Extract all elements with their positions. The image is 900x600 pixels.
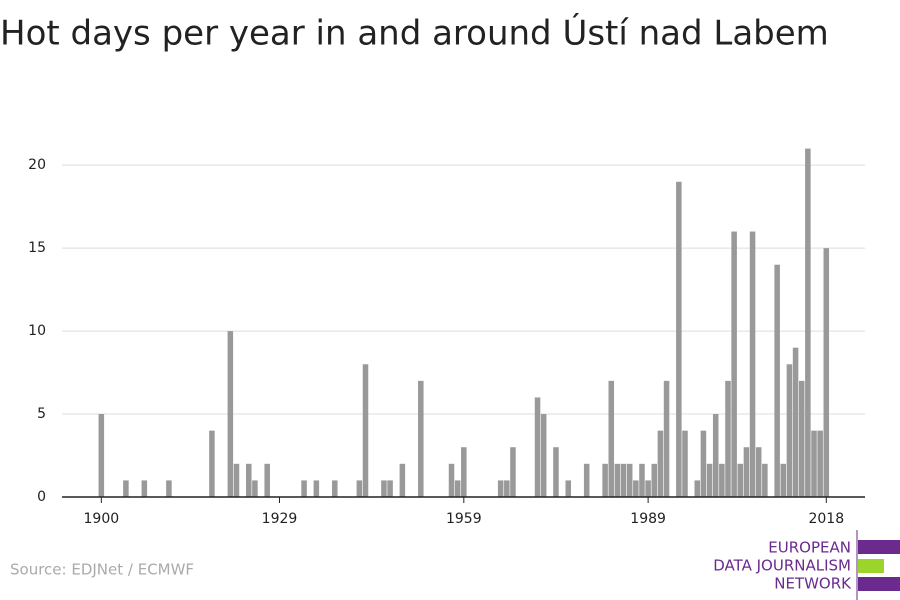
- bar: [712, 414, 719, 497]
- bar: [246, 463, 252, 497]
- y-tick-label: 5: [37, 406, 46, 422]
- logo-bar: [858, 540, 900, 554]
- bar: [743, 447, 750, 497]
- bar: [633, 480, 639, 497]
- bar: [645, 480, 651, 497]
- logo-bar: [858, 559, 884, 573]
- bar: [755, 447, 762, 497]
- bar: [227, 331, 234, 497]
- bar: [166, 480, 172, 497]
- bar: [805, 148, 811, 497]
- bar: [123, 480, 129, 497]
- x-tick-label: 1989: [630, 511, 666, 527]
- bar: [780, 463, 787, 497]
- bar: [614, 463, 621, 497]
- y-tick-label: 15: [28, 240, 46, 256]
- bar: [608, 380, 615, 497]
- bar: [602, 463, 608, 497]
- logo-text: EUROPEAN: [768, 539, 851, 557]
- bar: [252, 480, 258, 497]
- x-tick-label: 1959: [446, 511, 482, 527]
- bar: [565, 480, 572, 497]
- bar: [798, 380, 805, 497]
- bar: [719, 463, 725, 497]
- bar: [639, 463, 645, 497]
- bar: [534, 397, 541, 497]
- source: Source: EDJNet / ECMWF: [10, 561, 194, 579]
- bar: [233, 463, 240, 497]
- bar: [418, 380, 424, 497]
- logo-text: DATA JOURNALISM: [713, 557, 851, 575]
- bar: [700, 430, 707, 497]
- bar: [663, 380, 670, 497]
- y-tick-label: 20: [28, 157, 46, 173]
- bar: [620, 463, 627, 497]
- bar: [583, 463, 590, 497]
- x-tick-label: 1900: [84, 511, 120, 527]
- bar: [301, 480, 307, 497]
- bar: [497, 480, 504, 497]
- bar: [387, 480, 393, 497]
- bar: [694, 480, 701, 497]
- bar: [264, 463, 270, 497]
- bar: [362, 364, 369, 497]
- bar: [553, 447, 559, 497]
- bar: [510, 447, 516, 497]
- bar: [98, 414, 105, 497]
- x-tick-label: 1929: [262, 511, 298, 527]
- bar: [651, 463, 658, 497]
- bar: [657, 430, 664, 497]
- x-tick-label: 2018: [808, 511, 844, 527]
- bar: [332, 480, 338, 497]
- bar: [399, 463, 406, 497]
- y-tick-label: 0: [37, 489, 46, 505]
- y-tick-label: 10: [28, 323, 46, 339]
- bar: [141, 480, 148, 497]
- bar: [731, 231, 737, 497]
- logo-bar: [858, 577, 900, 591]
- bar: [823, 248, 830, 497]
- bar: [448, 463, 455, 497]
- bar: [786, 364, 793, 497]
- bar: [356, 480, 363, 497]
- bar: [737, 463, 744, 497]
- bar: [461, 447, 467, 497]
- bar: [682, 430, 688, 497]
- bar: [706, 463, 713, 497]
- bar: [504, 480, 510, 497]
- bar: [762, 463, 768, 497]
- bar: [725, 380, 731, 497]
- bar: [774, 264, 780, 497]
- bar: [626, 463, 633, 497]
- bar: [811, 430, 817, 497]
- bar: [540, 414, 547, 497]
- bar: [381, 480, 387, 497]
- bar: [454, 480, 461, 497]
- bar: [817, 430, 823, 497]
- bar: [313, 480, 320, 497]
- bar: [676, 181, 682, 498]
- logo: EUROPEAN DATA JOURNALISM NETWORK: [713, 530, 900, 600]
- bar: [792, 347, 799, 497]
- bar: [209, 430, 215, 497]
- logo-text: NETWORK: [774, 575, 852, 593]
- bar: [749, 231, 756, 497]
- chart-title: Hot days per year in and around Ústí nad…: [0, 13, 829, 54]
